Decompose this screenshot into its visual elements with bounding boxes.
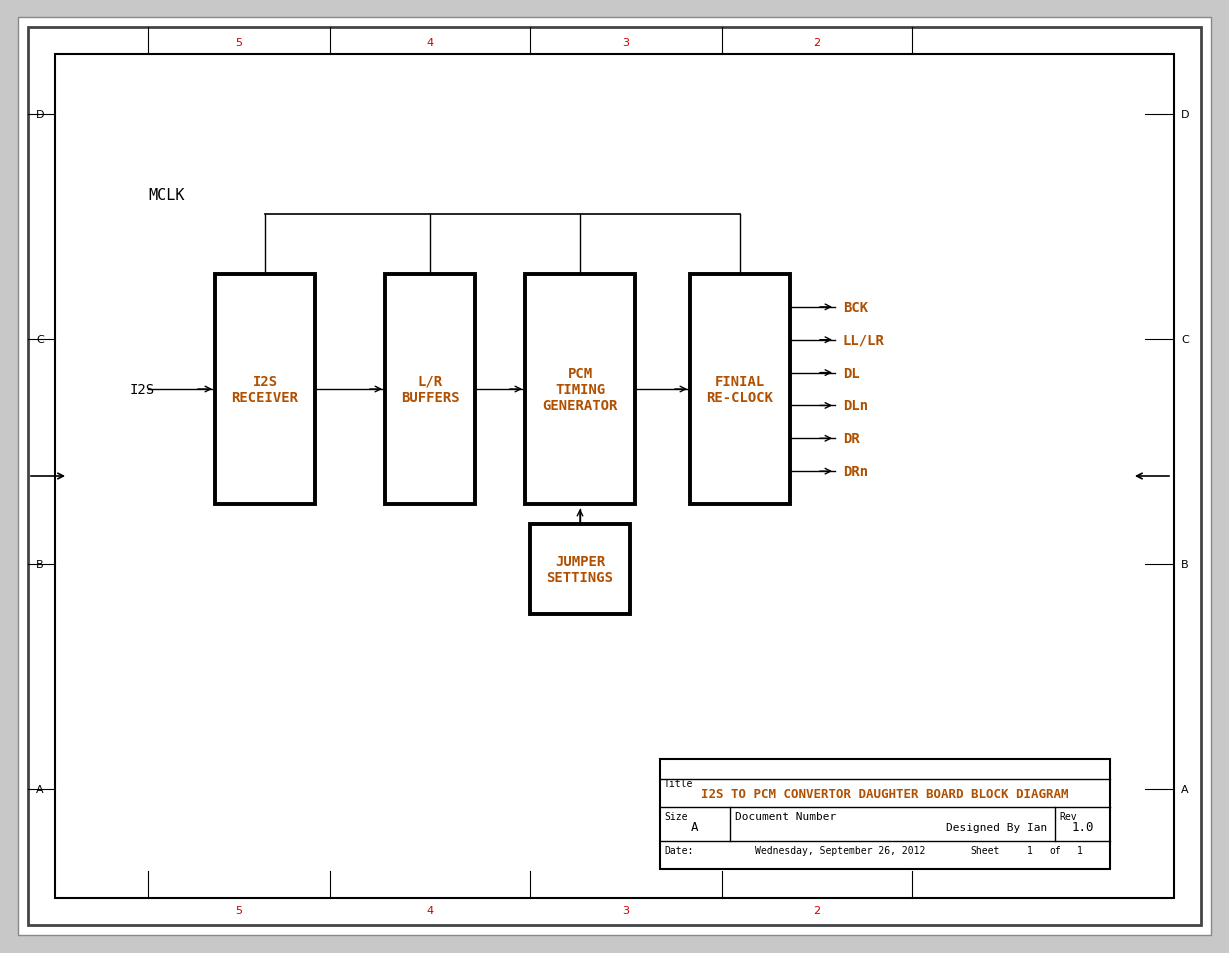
Text: I2S TO PCM CONVERTOR DAUGHTER BOARD BLOCK DIAGRAM: I2S TO PCM CONVERTOR DAUGHTER BOARD BLOC… xyxy=(702,788,1069,801)
Text: 5: 5 xyxy=(236,38,242,48)
Bar xyxy=(530,524,630,615)
Text: A: A xyxy=(36,784,44,794)
Text: of: of xyxy=(1050,845,1061,855)
Text: Document Number: Document Number xyxy=(735,811,836,821)
Text: 1: 1 xyxy=(1077,845,1083,855)
Text: 2: 2 xyxy=(814,905,821,915)
Text: 4: 4 xyxy=(426,905,434,915)
Text: PCM
TIMING
GENERATOR: PCM TIMING GENERATOR xyxy=(542,366,618,413)
Text: 3: 3 xyxy=(623,905,629,915)
Text: FINIAL
RE-CLOCK: FINIAL RE-CLOCK xyxy=(707,375,773,405)
Text: JUMPER
SETTINGS: JUMPER SETTINGS xyxy=(547,555,613,584)
Text: C: C xyxy=(1181,335,1188,345)
Text: Designed By Ian: Designed By Ian xyxy=(946,822,1047,832)
Text: DRn: DRn xyxy=(843,465,868,478)
Text: B: B xyxy=(36,559,44,569)
Text: 2: 2 xyxy=(814,38,821,48)
Bar xyxy=(525,274,635,504)
Text: 5: 5 xyxy=(236,905,242,915)
Text: Date:: Date: xyxy=(664,845,693,855)
Text: 3: 3 xyxy=(623,38,629,48)
Text: DL: DL xyxy=(843,366,860,380)
Text: A: A xyxy=(1181,784,1188,794)
Text: Title: Title xyxy=(664,779,693,788)
Text: A: A xyxy=(691,821,699,834)
Text: Rev: Rev xyxy=(1059,811,1077,821)
Bar xyxy=(215,274,315,504)
Bar xyxy=(660,760,1110,869)
Text: Sheet: Sheet xyxy=(970,845,999,855)
Text: Wednesday, September 26, 2012: Wednesday, September 26, 2012 xyxy=(755,845,925,855)
Text: 1.0: 1.0 xyxy=(1072,821,1094,834)
Text: DR: DR xyxy=(843,432,860,446)
Text: I2S
RECEIVER: I2S RECEIVER xyxy=(231,375,299,405)
Text: DLn: DLn xyxy=(843,399,868,413)
Bar xyxy=(385,274,474,504)
Text: Size: Size xyxy=(664,811,687,821)
Text: C: C xyxy=(36,335,44,345)
Text: MCLK: MCLK xyxy=(147,188,184,202)
Text: D: D xyxy=(36,110,44,120)
Text: B: B xyxy=(1181,559,1188,569)
Bar xyxy=(55,55,1174,898)
Text: BCK: BCK xyxy=(843,300,868,314)
Text: LL/LR: LL/LR xyxy=(843,334,885,347)
Text: L/R
BUFFERS: L/R BUFFERS xyxy=(401,375,460,405)
Text: I2S: I2S xyxy=(130,382,155,396)
Text: D: D xyxy=(1181,110,1190,120)
Text: 1: 1 xyxy=(1027,845,1032,855)
Bar xyxy=(689,274,790,504)
Text: 4: 4 xyxy=(426,38,434,48)
